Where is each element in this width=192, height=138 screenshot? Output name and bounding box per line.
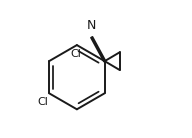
Text: Cl: Cl — [37, 97, 48, 107]
Text: N: N — [87, 19, 96, 32]
Text: Cl: Cl — [71, 49, 82, 59]
